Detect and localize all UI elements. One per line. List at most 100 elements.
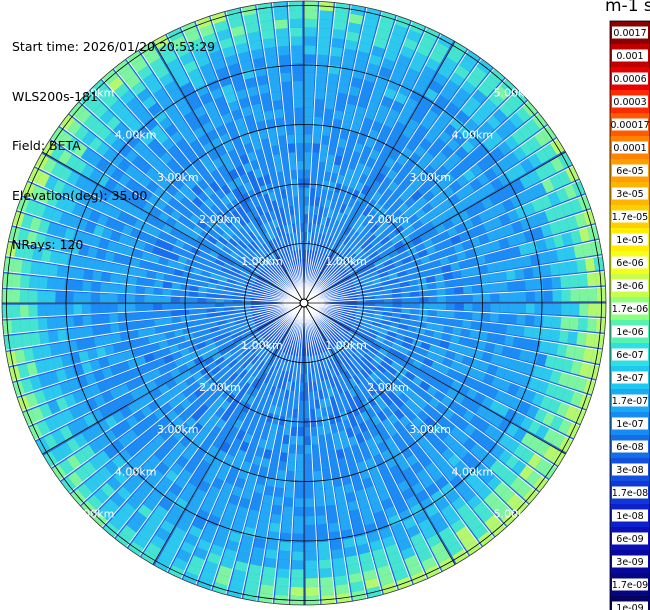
sweep-gate xyxy=(88,136,103,152)
sweep-gate xyxy=(229,426,240,438)
ray-separator xyxy=(12,224,305,304)
sweep-gate xyxy=(311,152,319,162)
sweep-gate xyxy=(89,235,101,248)
sweep-gate xyxy=(326,340,333,349)
sweep-gate xyxy=(248,255,258,264)
sweep-gate xyxy=(329,358,337,368)
sweep-gate xyxy=(337,342,346,352)
sweep-gate xyxy=(268,275,277,283)
sweep-gate xyxy=(273,442,282,453)
sweep-gate xyxy=(406,246,418,256)
sweep-gate xyxy=(234,514,247,527)
sweep-gate xyxy=(229,270,239,278)
sweep-gate xyxy=(523,326,534,338)
sweep-gate xyxy=(199,392,210,404)
sweep-gate xyxy=(315,336,320,346)
sweep-gate xyxy=(315,72,327,82)
sweep-gate xyxy=(437,303,447,310)
sweep-gate xyxy=(439,109,454,123)
sweep-gate xyxy=(543,428,558,444)
sweep-gate xyxy=(259,214,268,224)
sweep-gate xyxy=(381,176,392,188)
sweep-gate xyxy=(260,257,269,266)
sweep-gate xyxy=(399,346,410,355)
sweep-gate xyxy=(263,402,272,413)
sweep-gate xyxy=(277,320,286,329)
sweep-gate xyxy=(147,262,158,272)
sweep-gate xyxy=(14,349,26,364)
sweep-gate xyxy=(100,482,116,498)
sweep-gate xyxy=(325,379,332,389)
sweep-gate xyxy=(251,140,262,151)
sweep-gate xyxy=(80,233,93,246)
colorbar-label-box xyxy=(612,72,648,85)
sweep-gate xyxy=(112,122,128,137)
sweep-gate xyxy=(144,303,154,312)
sweep-gate xyxy=(541,328,552,341)
ray-separator xyxy=(5,302,305,351)
sweep-gate xyxy=(270,145,280,156)
sweep-gate xyxy=(534,130,549,147)
sweep-gate xyxy=(304,391,310,401)
sweep-gate xyxy=(178,103,192,117)
sweep-gate xyxy=(283,273,290,282)
sweep-gate xyxy=(247,275,257,282)
sweep-gate xyxy=(281,524,293,534)
sweep-gate xyxy=(244,281,255,287)
sweep-gate xyxy=(363,353,373,362)
sweep-gate xyxy=(280,407,288,417)
sweep-gate xyxy=(217,104,230,117)
sweep-gate xyxy=(274,117,285,128)
sweep-gate xyxy=(340,520,352,531)
sweep-gate xyxy=(371,343,381,351)
sweep-gate xyxy=(118,234,130,246)
sweep-gate xyxy=(161,303,171,311)
sweep-gate xyxy=(416,435,429,448)
sweep-gate xyxy=(451,269,462,279)
colorbar-label: 0.0003 xyxy=(613,97,646,108)
sweep-gate xyxy=(492,250,504,262)
sweep-gate xyxy=(98,188,111,203)
sweep-gate xyxy=(126,304,136,313)
sweep-gate xyxy=(479,273,490,284)
sweep-gate xyxy=(252,546,266,558)
sweep-gate xyxy=(319,323,327,332)
sweep-gate xyxy=(248,231,257,241)
sweep-gate xyxy=(204,162,217,174)
sweep-gate xyxy=(211,58,226,71)
sweep-gate xyxy=(337,330,346,339)
sweep-gate xyxy=(126,312,137,322)
sweep-gate xyxy=(416,73,432,87)
sweep-gate xyxy=(118,361,130,373)
sweep-gate xyxy=(246,322,256,329)
sweep-gate xyxy=(296,160,304,170)
sweep-gate xyxy=(410,503,424,516)
sweep-gate xyxy=(541,367,553,382)
sweep-gate xyxy=(553,385,566,401)
sweep-gate xyxy=(375,28,391,41)
sweep-gate xyxy=(285,479,295,490)
sweep-gate xyxy=(292,409,299,419)
sweep-gate xyxy=(292,551,304,561)
sweep-gate xyxy=(101,324,111,335)
sweep-gate xyxy=(501,345,513,357)
sweep-gate xyxy=(262,342,271,352)
sweep-gate xyxy=(198,480,212,493)
sweep-gate xyxy=(211,331,222,338)
sweep-gate xyxy=(275,246,282,256)
sweep-gate xyxy=(304,205,309,215)
sweep-gate xyxy=(93,199,106,213)
sweep-gate xyxy=(362,429,373,441)
start-time: Start time: 2026/01/20 20:53:29 xyxy=(12,39,216,54)
sweep-gate xyxy=(286,363,292,373)
sweep-gate xyxy=(168,88,183,102)
sweep-gate xyxy=(245,319,255,326)
sweep-gate xyxy=(25,199,38,216)
sweep-gate xyxy=(273,108,284,119)
sweep-gate xyxy=(275,28,289,38)
sweep-gate xyxy=(513,443,528,459)
sweep-gate xyxy=(66,437,81,453)
sweep-gate xyxy=(239,60,253,72)
sweep-gate xyxy=(247,375,256,385)
sweep-gate xyxy=(520,431,535,447)
